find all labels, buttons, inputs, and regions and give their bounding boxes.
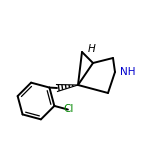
Text: Cl: Cl [64,104,74,114]
Text: H: H [88,44,96,54]
Text: NH: NH [120,67,135,77]
